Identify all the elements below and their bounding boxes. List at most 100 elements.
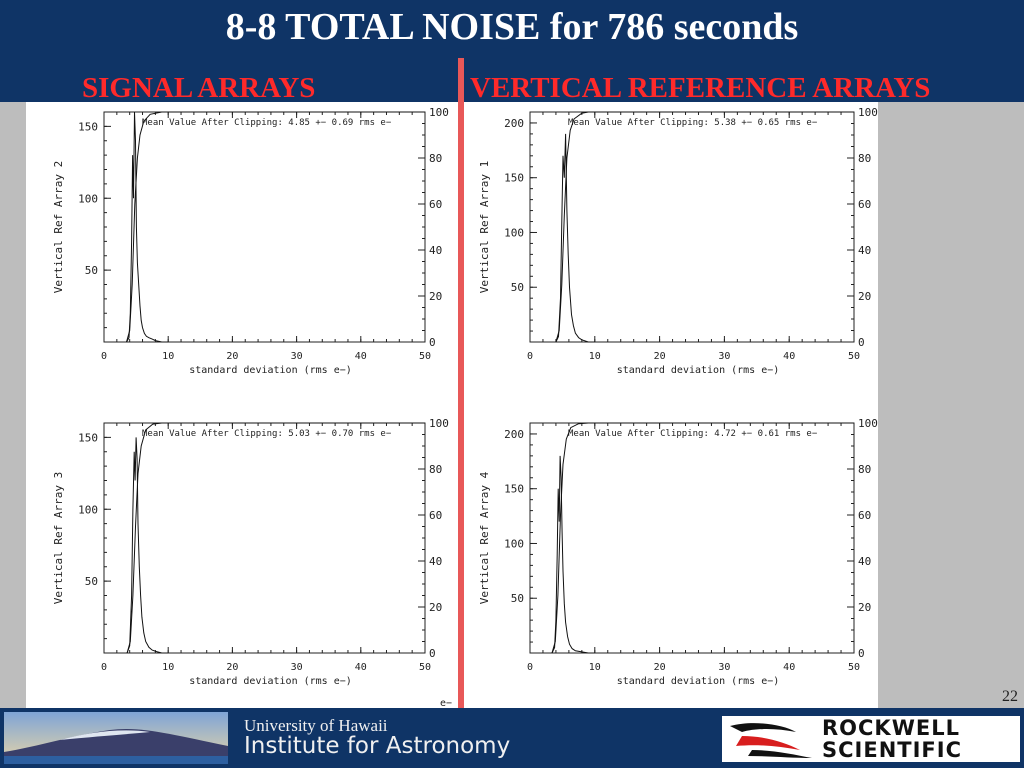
chart-4-y2tick-label: 40 [858,555,871,568]
chart-2-xtick-label: 40 [783,351,795,362]
rockwell-scientific-logo: ROCKWELL SCIENTIFIC [722,716,1020,762]
chart-4-histogram-line [551,455,595,654]
chart-1-xtick-label: 50 [419,351,431,362]
chart-4-ytick-label: 100 [504,537,524,550]
histogram-plot-3: 0 10 20 30 40 50 50 100 150 0 20 40 60 80 100 standard … [52,417,449,687]
corner-label: e− [440,698,453,709]
chart-3-histogram-line [126,437,169,654]
chart-2-y2tick-label: 80 [858,152,871,165]
chart-4-ytick-label: 200 [504,428,524,441]
chart-2-ytick-label: 100 [504,226,524,239]
chart-1-ytick-label: 50 [85,264,98,277]
mauna-kea-logo [4,712,228,764]
chart-3-y2tick-label: 60 [429,509,442,522]
chart-2-ylabel: Vertical Ref Array 1 [478,161,491,293]
chart-1-y2tick-label: 0 [429,336,436,349]
chart-2-xtick-label: 0 [527,351,533,362]
chart-2-frame [529,111,855,343]
chart-4-y2tick-label: 0 [858,647,865,660]
chart-2-xtick-label: 10 [589,351,601,362]
uh-name: University of Hawaii [244,716,388,735]
chart-2-xlabel: standard deviation (rms e−) [617,365,780,376]
chart-4-xtick-label: 50 [848,662,860,673]
page-number: 22 [1002,688,1018,705]
histogram-plot-4: 0 10 20 30 40 50 50 100 150 200 0 20 40 60 80 100 standa… [478,417,878,687]
chart-2-ytick-label: 150 [504,172,524,185]
chart-4-ytick-label: 50 [511,592,524,605]
chart-1-ytick-label: 150 [78,120,98,133]
chart-2-y2tick-label: 40 [858,244,871,257]
chart-3-xtick-label: 40 [355,662,367,673]
chart-3-xtick-label: 50 [419,662,431,673]
chart-1-ytick-label: 100 [78,192,98,205]
chart-2-y2tick-label: 0 [858,336,865,349]
chart-4-xtick-label: 10 [589,662,601,673]
chart-1-xtick-label: 30 [291,351,303,362]
chart-4-xlabel: standard deviation (rms e−) [617,676,780,687]
left-margin [0,102,26,708]
chart-3-y2tick-label: 0 [429,647,436,660]
chart-1-xtick-label: 20 [226,351,238,362]
chart-4-y2tick-label: 80 [858,463,871,476]
chart-4-annotation: Mean Value After Clipping: 4.72 +− 0.61 … [568,429,818,439]
chart-4-cumulative-line [551,422,854,654]
slide-title: 8-8 TOTAL NOISE for 786 seconds [225,6,799,48]
chart-3-ylabel: Vertical Ref Array 3 [52,472,65,604]
footer-bar: University of Hawaii Institute for Astro… [0,708,1024,768]
chart-2-xtick-label: 30 [718,351,730,362]
chart-3-y2tick-label: 100 [429,417,449,430]
scientific-word: SCIENTIFIC [822,738,962,762]
histogram-plot-1: 0 10 20 30 40 50 50 100 150 0 20 40 60 80 100 standard … [52,106,449,376]
chart-1-xtick-label: 40 [355,351,367,362]
chart-1-annotation: Mean Value After Clipping: 4.85 +− 0.69 … [142,118,392,128]
chart-4-ylabel: Vertical Ref Array 4 [478,471,491,604]
chart-3-y2tick-label: 80 [429,463,442,476]
chart-1-xtick-label: 0 [101,351,107,362]
section-divider [458,58,464,710]
chart-1-y2tick-label: 60 [429,198,442,211]
plot-panel [26,102,878,708]
chart-1-xtick-label: 10 [162,351,174,362]
right-margin [878,102,1024,708]
chart-1-xlabel: standard deviation (rms e−) [189,365,352,376]
chart-1-histogram-line [126,111,169,343]
chart-4-xtick-label: 0 [527,662,533,673]
chart-4-xtick-label: 20 [654,662,666,673]
chart-4-y2tick-label: 100 [858,417,878,430]
chart-3-xlabel: standard deviation (rms e−) [189,676,352,687]
chart-2-xtick-label: 50 [848,351,860,362]
chart-1-frame [103,111,426,343]
chart-3-ytick-label: 100 [78,503,98,516]
slide-header: 8-8 TOTAL NOISE for 786 seconds [0,0,1024,102]
chart-3-xtick-label: 20 [226,662,238,673]
chart-4-frame [529,422,855,654]
chart-2-ytick-label: 200 [504,117,524,130]
chart-1-ylabel: Vertical Ref Array 2 [52,161,65,293]
chart-4-xtick-label: 40 [783,662,795,673]
chart-3-y2tick-label: 40 [429,555,442,568]
chart-4-xtick-label: 30 [718,662,730,673]
swoosh-icon [730,723,812,758]
chart-2-histogram-line [555,133,595,343]
histogram-plot-2: 0 10 20 30 40 50 50 100 150 200 0 20 40 60 80 100 standa… [478,106,878,376]
chart-1-y2tick-label: 40 [429,244,442,257]
chart-3-y2tick-label: 20 [429,601,442,614]
chart-2-y2tick-label: 60 [858,198,871,211]
chart-3-cumulative-line [126,422,425,654]
chart-3-xtick-label: 10 [162,662,174,673]
rockwell-word: ROCKWELL [822,716,960,740]
chart-2-y2tick-label: 20 [858,290,871,303]
chart-3-frame [103,422,426,654]
chart-1-y2tick-label: 100 [429,106,449,119]
chart-1-y2tick-label: 80 [429,152,442,165]
signal-arrays-heading: SIGNAL ARRAYS [82,72,316,104]
chart-2-y2tick-label: 100 [858,106,878,119]
chart-4-y2tick-label: 20 [858,601,871,614]
chart-3-ytick-label: 50 [85,575,98,588]
ifa-name: Institute for Astronomy [244,733,511,759]
chart-2-annotation: Mean Value After Clipping: 5.38 +− 0.65 … [568,118,818,128]
chart-3-xtick-label: 0 [101,662,107,673]
chart-3-ytick-label: 150 [78,431,98,444]
chart-3-annotation: Mean Value After Clipping: 5.03 +− 0.70 … [142,429,392,439]
